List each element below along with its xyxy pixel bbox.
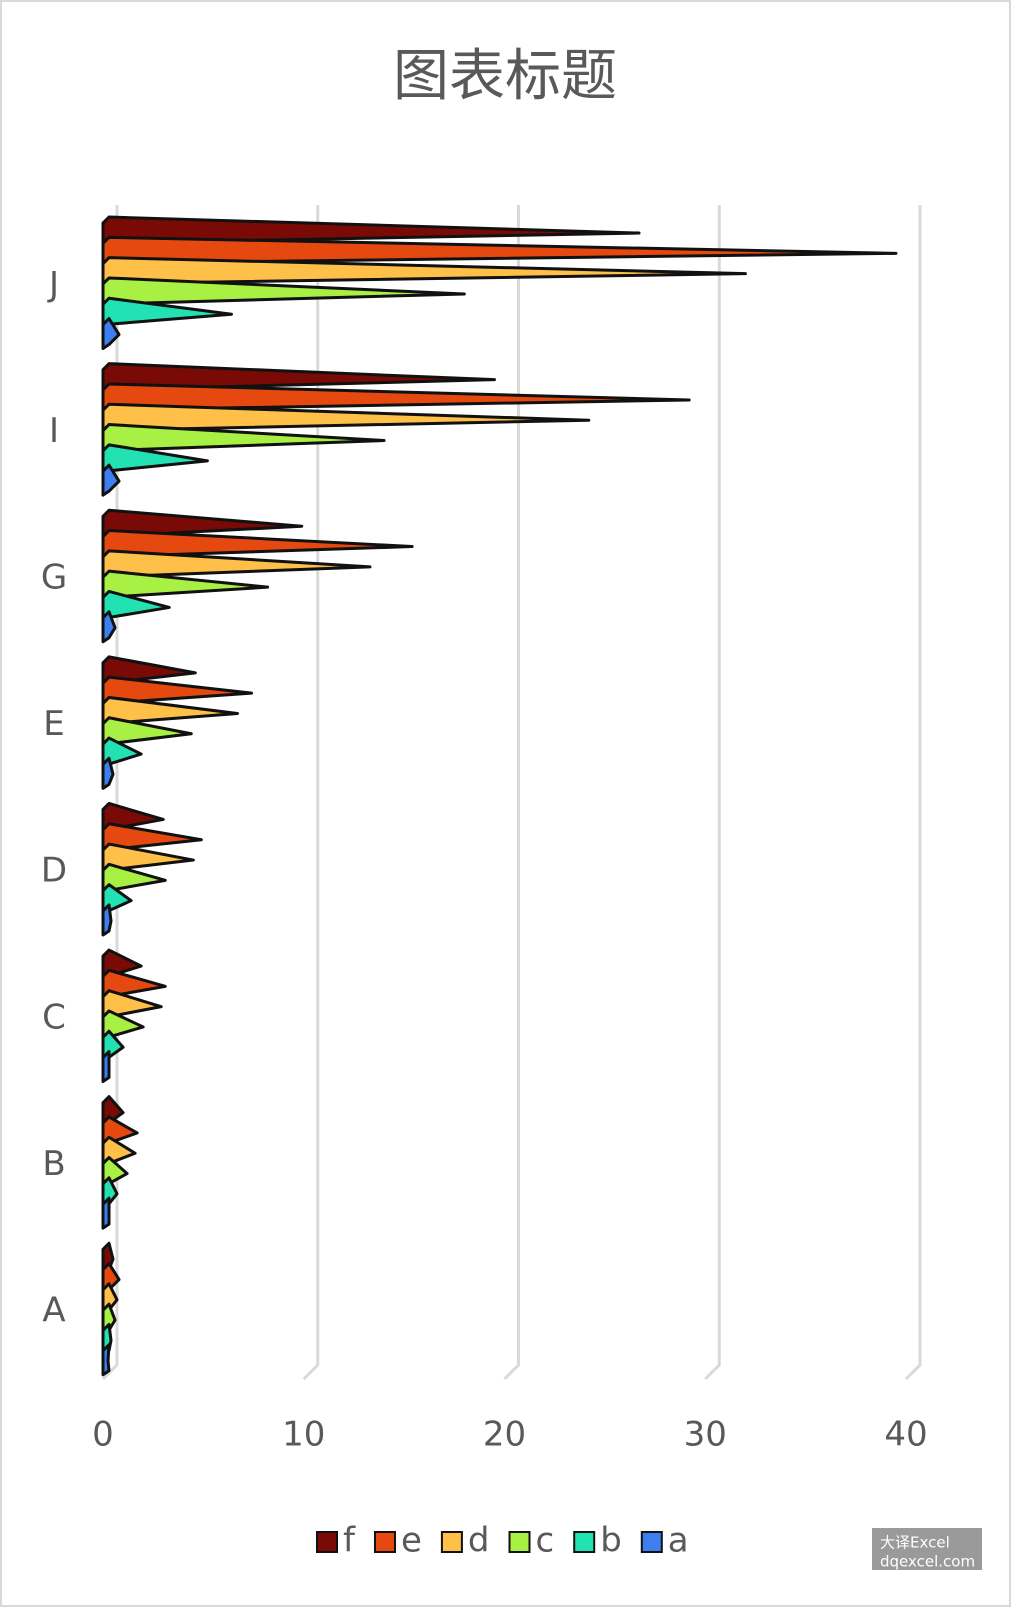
legend-label: d [468,1521,490,1561]
y-tick-label: E [43,704,64,744]
y-tick-label: B [42,1144,65,1184]
legend-label: f [343,1521,356,1561]
y-tick-label: A [42,1291,65,1331]
legend-label: c [536,1521,555,1561]
watermark: dqexcel.com [880,1553,975,1571]
x-tick-label: 10 [282,1415,325,1455]
x-tick-label: 40 [884,1415,927,1455]
y-tick-label: C [42,997,66,1037]
pyramid-bar [101,317,121,351]
legend-label: b [600,1521,622,1561]
y-tick-label: G [41,558,67,598]
watermark-box [872,1528,982,1570]
legend-swatch [316,1531,338,1553]
grid-line [904,205,922,1381]
grid-line [704,205,721,1381]
legend-swatch [440,1531,463,1553]
legend-swatch [573,1531,596,1553]
pyramid-bar [101,1196,111,1230]
y-tick-label: J [47,264,59,304]
y-tick-label: I [49,411,59,451]
pyramid-bar [101,463,121,497]
x-tick-label: 20 [483,1415,526,1455]
pyramid-bar [101,903,113,937]
y-tick-label: D [41,851,67,891]
pyramid-bar [101,610,117,644]
pyramid-bar [101,1343,111,1377]
legend-swatch [640,1531,663,1553]
grid-line [503,205,520,1381]
pyramid-bar [101,756,115,790]
legend-swatch [373,1531,396,1553]
watermark: 大译Excel [880,1534,950,1552]
x-tick-label: 0 [92,1415,114,1455]
pyramid-bar [101,1050,111,1084]
chart-title: 图表标题 [393,44,617,109]
x-tick-label: 30 [684,1415,727,1455]
legend-label: a [668,1521,689,1561]
legend-label: e [401,1521,422,1561]
legend-swatch [508,1531,531,1553]
grid-line [302,205,320,1381]
